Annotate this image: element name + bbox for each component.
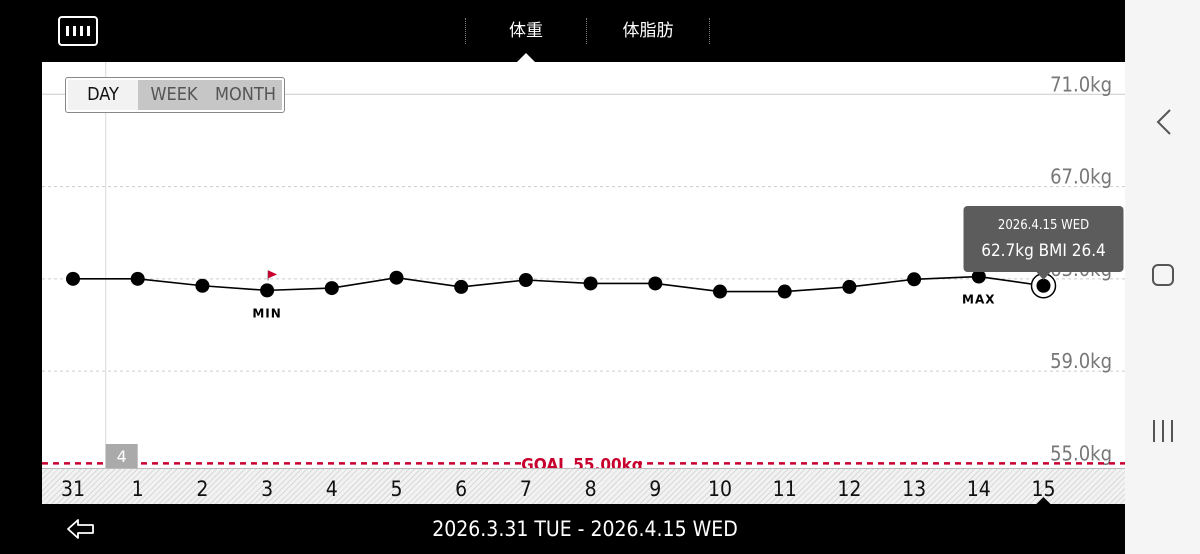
x-tick-label: 6 [455,477,467,501]
y-tick-label: 55.0kg [1050,441,1112,465]
nav-recents-icon[interactable] [1153,420,1173,442]
month-marker-label: 4 [117,447,127,466]
x-tick-label: 1 [132,477,144,501]
nav-back-icon[interactable] [1156,109,1171,135]
tab-separator [465,18,466,44]
data-point [195,278,210,293]
back-arrow-icon[interactable] [66,515,96,543]
data-point [648,276,663,291]
period-selector: DAY WEEK MONTH [65,77,285,113]
tab-body-fat[interactable]: 体脂肪 [622,21,674,41]
period-month-button[interactable]: MONTH [215,84,276,105]
data-point [518,272,533,287]
data-point [583,276,598,291]
data-point [454,279,469,294]
data-point [907,272,922,287]
x-tick-label: 9 [649,477,661,501]
y-tick-label: 71.0kg [1050,72,1112,96]
nav-home-icon[interactable] [1152,264,1174,286]
x-tick-label: 5 [390,477,402,501]
data-point [324,281,339,296]
data-point [260,283,275,298]
goal-label: GOAL 55.00kg [521,455,643,468]
x-tick-label: 14 [967,477,991,501]
x-tick-label: 2 [196,477,208,501]
x-tick-label: 12 [837,477,861,501]
app-header: 体重 体脂肪 [0,0,1125,62]
data-point [777,284,792,299]
x-tick-label: 8 [585,477,597,501]
x-tick-label: 3 [261,477,273,501]
x-tick-label: 11 [773,477,797,501]
min-flag-icon [268,270,278,279]
tooltip-value: 62.7kg BMI 26.4 [981,241,1106,261]
tooltip-box [963,206,1124,272]
x-axis: 31 1 2 3 4 5 6 7 8 9 10 11 12 13 14 15 [61,477,1056,505]
period-day-button[interactable]: DAY [68,80,138,110]
data-point [130,271,145,286]
x-tick-label: 7 [520,477,532,501]
tab-separator [586,18,587,44]
x-tick-label: 10 [708,477,732,501]
tab-separator [709,18,710,44]
y-tick-label: 67.0kg [1050,165,1112,189]
series-line [73,275,1044,293]
y-tick-label: 59.0kg [1050,349,1112,373]
data-point [1036,278,1051,293]
scale-logo-icon[interactable] [58,16,98,46]
min-label: MIN [252,306,281,320]
data-point [713,284,727,299]
month-marker [105,444,138,468]
tooltip-pointer [1036,272,1051,280]
max-label: MAX [962,293,995,307]
data-point [66,271,80,286]
selected-day-pointer-icon [1035,497,1052,505]
x-tick-label: 13 [902,477,926,501]
data-point [842,279,857,294]
system-nav-bar [1125,0,1200,554]
goal-label-bg [526,452,638,468]
footer-bar [0,504,1125,554]
tooltip-date: 2026.4.15 WED [998,218,1089,233]
x-tick-label: 4 [326,477,338,501]
x-tick-label: 31 [61,477,85,501]
active-tab-pointer-icon [517,53,535,62]
data-point [971,269,986,284]
period-week-button[interactable]: WEEK [150,84,198,105]
data-point [389,270,404,285]
tab-weight[interactable]: 体重 [509,21,543,41]
date-range: 2026.3.31 TUE - 2026.4.15 WED [432,517,738,541]
x-axis-strip[interactable]: 31 1 2 3 4 5 6 7 8 9 10 11 12 13 14 15 [42,468,1125,505]
